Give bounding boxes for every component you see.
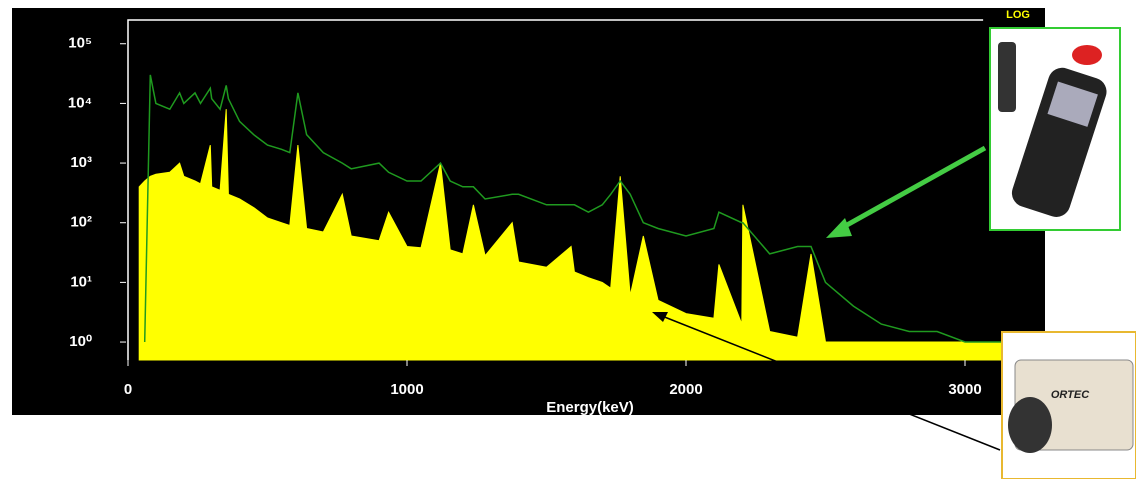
handheld-button [1072,45,1102,65]
scale-label: LOG [1006,9,1030,21]
axis-frame [127,19,984,360]
y-tick-label: 10¹ [70,273,92,290]
spectrum-line [143,74,1021,343]
arrow [661,315,1001,451]
y-tick-label: 10⁰ [69,333,92,350]
x-tick-label: 1000 [390,381,423,398]
handheld-small [998,42,1016,112]
y-tick-label: 10³ [70,154,92,171]
detector-brand: ORTEC [1051,389,1090,401]
arrow [836,145,987,233]
x-tick-label: 2000 [669,381,702,398]
detector-lens [1008,397,1052,453]
arrowhead [826,218,852,238]
x-axis-label: Energy(keV) [546,399,634,416]
handheld-screen [1047,81,1098,127]
y-tick-label: 10⁴ [68,94,92,111]
spectrum-area [138,109,1022,361]
y-tick-label: 10⁵ [68,35,92,52]
x-tick-label: 0 [124,381,132,398]
x-tick-label: 3000 [948,381,981,398]
arrowhead [652,312,668,322]
y-tick-label: 10² [70,214,92,231]
